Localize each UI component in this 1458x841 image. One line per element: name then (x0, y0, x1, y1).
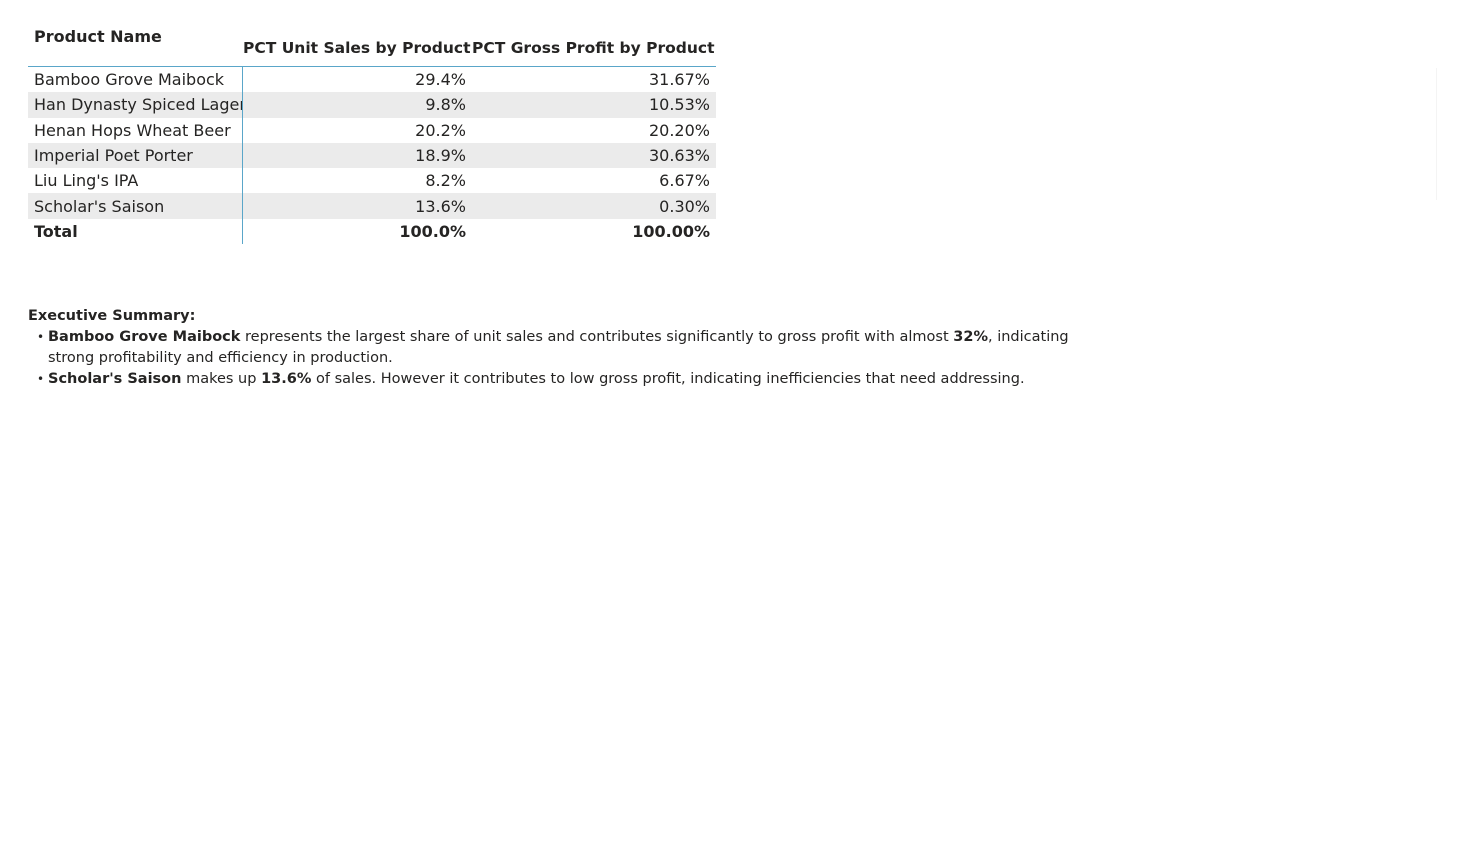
cell-gross-profit: 6.67% (659, 171, 710, 191)
header-product-name[interactable]: Product Name (34, 27, 162, 46)
cell-product-name: Scholar's Saison (28, 193, 243, 219)
cell-product-name: Liu Ling's IPA (28, 168, 243, 194)
total-label: Total (28, 218, 243, 245)
table-body: Bamboo Grove Maibock 29.4% 31.67% Han Dy… (28, 67, 716, 219)
total-gross-profit: 100.00% (632, 221, 710, 241)
total-unit-sales: 100.0% (399, 221, 466, 241)
cell-gross-profit: 10.53% (648, 95, 710, 115)
bullet-highlight-product: Bamboo Grove Maibock (48, 329, 241, 345)
summary-bullet: • Bamboo Grove Maibock represents the la… (28, 327, 1088, 369)
bullet-highlight-product: Scholar's Saison (48, 371, 182, 387)
bullet-highlight-value: 32% (953, 329, 988, 345)
bullet-text: , indicating strong profitability and ef… (48, 329, 1069, 366)
product-table: Product Name PCT Unit Sales by Product P… (28, 27, 716, 245)
bullet-text: of sales. However it contributes to low … (311, 371, 1025, 387)
cell-unit-sales: 18.9% (415, 146, 466, 166)
table-row[interactable]: Bamboo Grove Maibock 29.4% 31.67% (28, 67, 716, 93)
cell-gross-profit: 30.63% (648, 146, 710, 166)
cell-product-name: Imperial Poet Porter (28, 142, 243, 169)
cell-unit-sales: 13.6% (415, 196, 466, 216)
bullet-dot-icon: • (37, 372, 45, 386)
table-header-row: Product Name PCT Unit Sales by Product P… (28, 27, 716, 67)
cell-unit-sales: 29.4% (415, 70, 466, 90)
cell-unit-sales: 8.2% (425, 171, 466, 191)
bullet-text: represents the largest share of unit sal… (240, 329, 954, 345)
cell-product-name: Han Dynasty Spiced Lager (28, 92, 243, 118)
table-row[interactable]: Scholar's Saison 13.6% 0.30% (28, 193, 716, 219)
bullet-dot-icon: • (37, 330, 45, 344)
table-row[interactable]: Henan Hops Wheat Beer 20.2% 20.20% (28, 117, 716, 143)
header-pct-gross-profit[interactable]: PCT Gross Profit by Product (472, 39, 715, 57)
cell-gross-profit: 0.30% (659, 196, 710, 216)
cell-unit-sales: 20.2% (415, 120, 466, 140)
table-row[interactable]: Liu Ling's IPA 8.2% 6.67% (28, 168, 716, 194)
summary-bullet-list: • Bamboo Grove Maibock represents the la… (28, 327, 1088, 390)
cell-product-name: Henan Hops Wheat Beer (28, 117, 243, 143)
cell-gross-profit: 31.67% (648, 70, 710, 90)
cell-unit-sales: 9.8% (425, 95, 466, 115)
bullet-text: makes up (181, 371, 262, 387)
executive-summary: Executive Summary: • Bamboo Grove Maiboc… (28, 306, 1088, 390)
table-total-row: Total 100.0% 100.00% (28, 218, 716, 245)
cell-gross-profit: 20.20% (648, 120, 710, 140)
bullet-highlight-value: 13.6% (261, 371, 312, 387)
cell-product-name: Bamboo Grove Maibock (28, 67, 243, 93)
table-row[interactable]: Imperial Poet Porter 18.9% 30.63% (28, 142, 716, 169)
header-pct-unit-sales[interactable]: PCT Unit Sales by Product (243, 39, 471, 57)
table-row[interactable]: Han Dynasty Spiced Lager 9.8% 10.53% (28, 92, 716, 118)
visual-edge-divider (1436, 68, 1437, 200)
summary-bullet: • Scholar's Saison makes up 13.6% of sal… (28, 369, 1088, 390)
summary-title: Executive Summary: (28, 308, 196, 324)
